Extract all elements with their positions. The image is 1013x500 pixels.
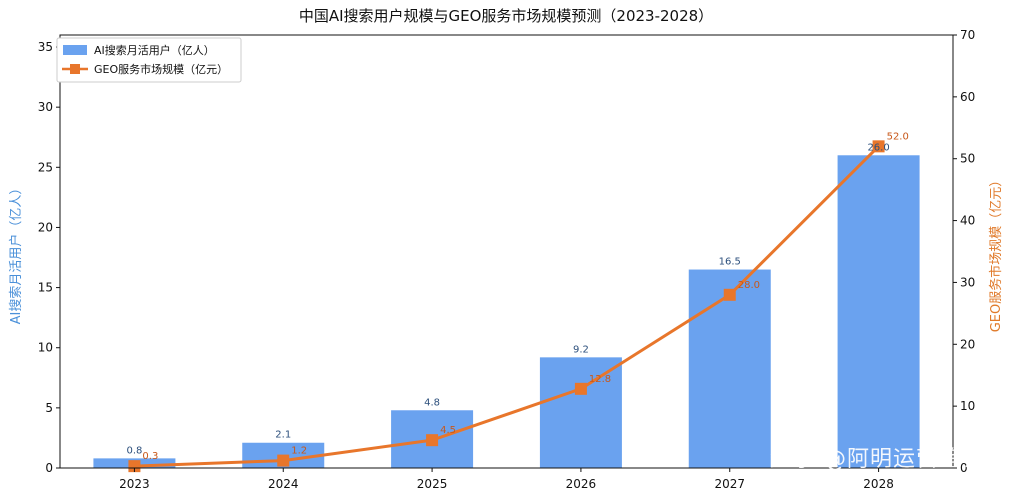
legend: AI搜索月活用户（亿人） GEO服务市场规模（亿元） [56, 37, 242, 83]
line-value-label: 4.5 [440, 425, 456, 436]
y-tick-label-right: 20 [960, 337, 975, 351]
line-value-label: 12.8 [589, 374, 611, 385]
plot-frame [59, 34, 954, 469]
legend-bar-swatch [63, 45, 87, 55]
bar-value-label: 26.0 [867, 142, 889, 153]
bar [539, 357, 622, 468]
y-tick-label-left: 25 [38, 160, 53, 174]
y-axis-label-right: GEO服务市场规模（亿元） [988, 174, 1004, 333]
legend-box [56, 37, 242, 83]
y-tick-label-left: 20 [38, 220, 53, 234]
x-tick-label: 2025 [417, 477, 448, 491]
x-tick-label: 2024 [268, 477, 299, 491]
data-labels: 0.8 2.1 4.8 9.2 16.5 26.0 0.3 1.2 4.5 12.8 28.0 52.… [126, 131, 908, 462]
y-tick-label-right: 10 [960, 399, 975, 413]
line-value-label: 0.3 [142, 451, 158, 462]
line-marker [128, 460, 141, 473]
line-marker [277, 454, 290, 467]
watermark-text: 知乎 @阿明运营笔记 [770, 447, 985, 472]
y-tick-label-right: 50 [960, 152, 975, 166]
line-value-label: 52.0 [887, 131, 909, 142]
bar-series [93, 155, 920, 468]
y-tick-label-left: 5 [45, 401, 53, 415]
line-series [128, 140, 885, 473]
y-tick-label-right: 30 [960, 275, 975, 289]
y-tick-label-right: 70 [960, 28, 975, 42]
y-tick-label-right: 60 [960, 90, 975, 104]
bar-value-label: 9.2 [573, 344, 589, 355]
bar-value-label: 2.1 [275, 430, 291, 441]
bar-value-label: 4.8 [424, 397, 440, 408]
chart-title: 中国AI搜索用户规模与GEO服务市场规模预测（2023-2028） [299, 7, 713, 25]
line-value-label: 1.2 [291, 446, 307, 457]
y-tick-label-left: 30 [38, 100, 53, 114]
line-marker [723, 288, 736, 301]
legend-line-label: GEO服务市场规模（亿元） [94, 62, 228, 76]
y-tick-label-left: 10 [38, 341, 53, 355]
y-tick-label-right: 0 [960, 461, 968, 475]
line-marker [574, 382, 587, 395]
x-tick-label: 2026 [566, 477, 597, 491]
y-tick-label-right: 40 [960, 214, 975, 228]
x-tick-label: 2027 [714, 477, 745, 491]
line-value-label: 28.0 [738, 280, 760, 291]
y-tick-label-left: 15 [38, 281, 53, 295]
line-marker [872, 140, 885, 153]
x-tick-label: 2023 [119, 477, 150, 491]
x-tick-label: 2028 [863, 477, 894, 491]
y-tick-label-left: 0 [45, 461, 53, 475]
bar-value-label: 0.8 [126, 445, 142, 456]
line-path [134, 145, 880, 468]
y-tick-label-left: 35 [38, 40, 53, 54]
bar-value-label: 16.5 [719, 257, 741, 268]
line-marker [426, 434, 439, 447]
y-axis-label-left: AI搜索月活用户（亿人） [8, 182, 24, 325]
legend-bar-label: AI搜索月活用户（亿人） [94, 43, 215, 57]
bar [837, 155, 920, 468]
legend-line-marker [70, 64, 80, 74]
bar [688, 269, 771, 468]
